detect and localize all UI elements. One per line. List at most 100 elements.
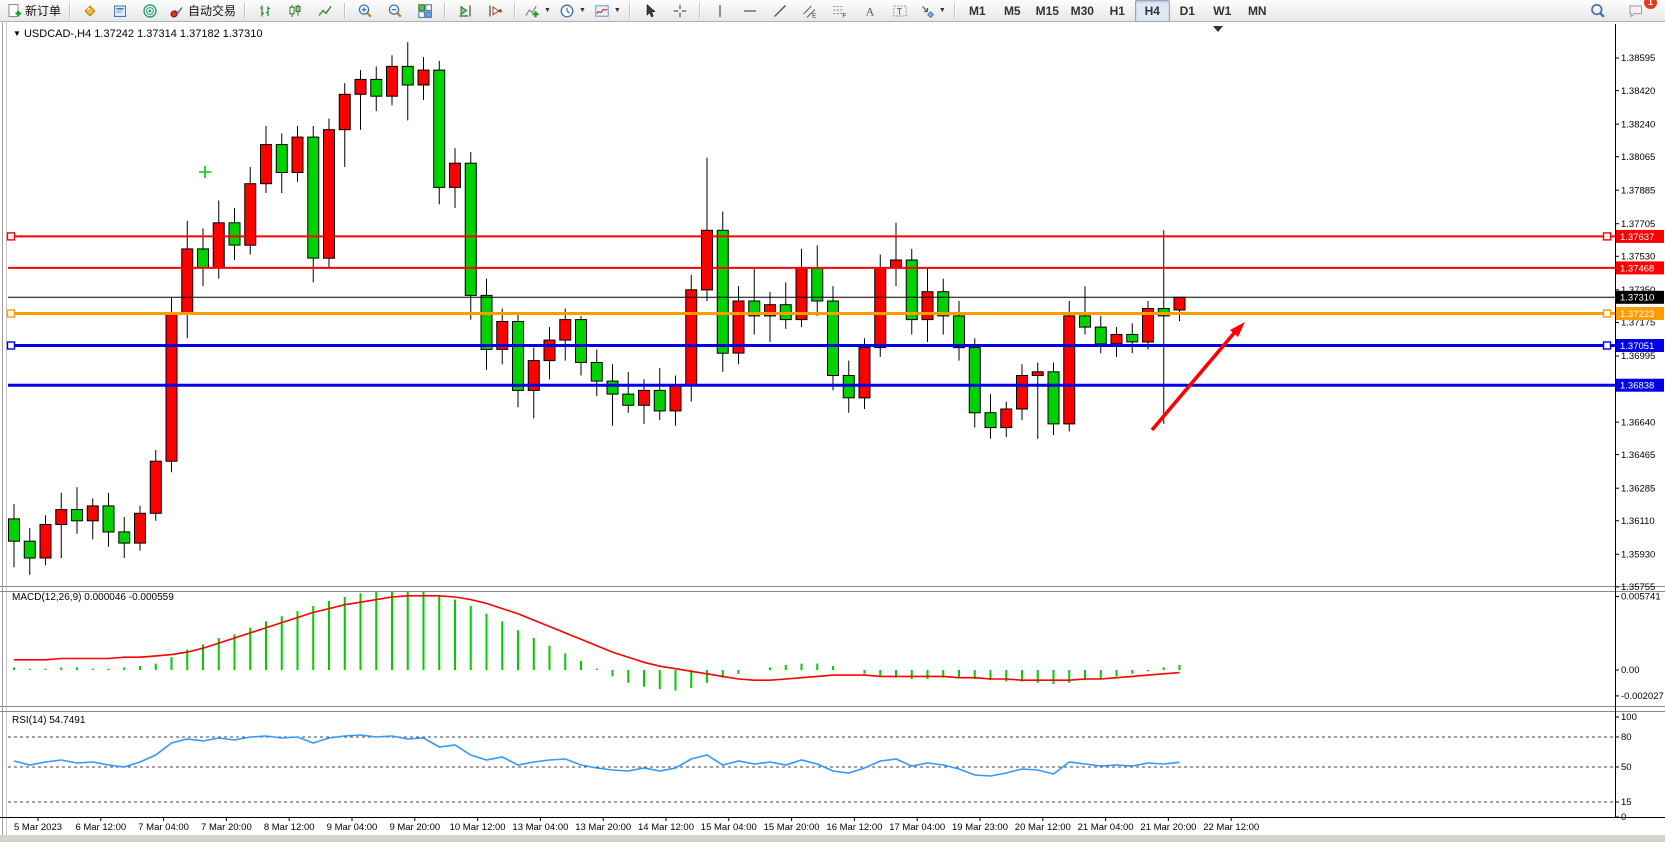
- auto-scroll-button[interactable]: [450, 0, 480, 22]
- price-axis-scale[interactable]: 1.38595 1.38420 1.38240 1.38065 1.37885 1.377…: [1615, 24, 1664, 823]
- svg-text:5 Mar 2023: 5 Mar 2023: [14, 822, 62, 833]
- vline-icon: [719, 4, 721, 17]
- strategy-tester-button[interactable]: [135, 0, 165, 22]
- gold-diamond-icon: [84, 4, 96, 17]
- pane-separators[interactable]: [0, 586, 1665, 712]
- rsi-indicator-label: RSI(14) 54.7491: [12, 715, 86, 726]
- svg-text:15 Mar 04:00: 15 Mar 04:00: [701, 822, 757, 833]
- timeframe-m5[interactable]: M5: [1003, 3, 1021, 18]
- svg-text:9 Mar 20:00: 9 Mar 20:00: [389, 822, 440, 833]
- chevron-down-icon: ▼: [938, 7, 946, 14]
- line-handle[interactable]: [6, 341, 16, 350]
- candlestick-chart-button[interactable]: [280, 0, 310, 22]
- toolbar: 新订单 自动交易 ▼ ▼ ▼ E F A T ▼ M1 M5 M15 M30 H1 H4 D1 W1 MN 1: [0, 0, 1665, 22]
- new-order-button[interactable]: 新订单: [2, 0, 65, 22]
- equidistant-channel-button[interactable]: E: [795, 0, 825, 22]
- toolbar-separator: [514, 3, 517, 18]
- fibonacci-button[interactable]: F: [825, 0, 855, 22]
- line-chart-button[interactable]: [310, 0, 340, 22]
- line-handle[interactable]: [1602, 309, 1612, 318]
- svg-text:21 Mar 04:00: 21 Mar 04:00: [1078, 822, 1134, 833]
- svg-text:1.38240: 1.38240: [1621, 119, 1655, 130]
- trend-arrow-annotation[interactable]: [1150, 322, 1245, 432]
- blue-clipboard-icon: [114, 5, 127, 17]
- svg-text:80: 80: [1621, 732, 1632, 743]
- line-handle[interactable]: [1602, 232, 1612, 241]
- timeframe-m1[interactable]: M1: [968, 3, 986, 18]
- clock-icon: [560, 4, 574, 17]
- svg-text:19 Mar 23:00: 19 Mar 23:00: [952, 822, 1008, 833]
- hline-icon: [743, 9, 756, 12]
- tile-windows-button[interactable]: [410, 0, 440, 22]
- arrows-button[interactable]: ▼: [915, 0, 950, 22]
- chart-shift-icon: [489, 5, 502, 16]
- cross-marker-icon[interactable]: [199, 166, 211, 178]
- horizontal-line-button[interactable]: [735, 0, 765, 22]
- svg-text:1.37310: 1.37310: [1620, 293, 1654, 304]
- svg-text:1.36110: 1.36110: [1621, 516, 1655, 527]
- timeframe-mn[interactable]: MN: [1247, 3, 1267, 18]
- zoom-in-button[interactable]: [350, 0, 380, 22]
- templates-button[interactable]: ▼: [590, 0, 625, 22]
- label-button[interactable]: T: [885, 0, 915, 22]
- line-handle[interactable]: [1602, 341, 1612, 350]
- svg-text:0.00: 0.00: [1621, 665, 1640, 676]
- svg-text:15: 15: [1621, 797, 1632, 808]
- auto-trading-button[interactable]: 自动交易: [165, 0, 240, 22]
- svg-text:1.36995: 1.36995: [1621, 351, 1655, 362]
- svg-text:1.36285: 1.36285: [1621, 483, 1655, 494]
- periods-button[interactable]: ▼: [555, 0, 590, 22]
- svg-text:1.35755: 1.35755: [1621, 582, 1655, 593]
- bar-chart-button[interactable]: [250, 0, 280, 22]
- timeframe-m30[interactable]: M30: [1070, 3, 1094, 18]
- line-handle[interactable]: [6, 309, 16, 318]
- text-label-icon: T: [893, 5, 907, 16]
- timeframe-d1[interactable]: D1: [1179, 3, 1195, 18]
- vertical-line-button[interactable]: [705, 0, 735, 22]
- notification-badge: 1: [1644, 0, 1657, 9]
- macd-indicator-label: MACD(12,26,9) 0.000046 -0.000559: [12, 592, 174, 603]
- timeframe-h1[interactable]: H1: [1109, 3, 1125, 18]
- svg-text:21 Mar 20:00: 21 Mar 20:00: [1140, 822, 1196, 833]
- data-window-button[interactable]: [105, 0, 135, 22]
- horizontal-line-objects[interactable]: [6, 232, 1616, 387]
- svg-text:6 Mar 12:00: 6 Mar 12:00: [75, 822, 126, 833]
- chart-shift-marker-icon[interactable]: [1213, 26, 1223, 32]
- auto-scroll-icon: [459, 5, 471, 17]
- svg-text:9 Mar 04:00: 9 Mar 04:00: [327, 822, 378, 833]
- svg-text:13 Mar 20:00: 13 Mar 20:00: [575, 822, 631, 833]
- macd-pane: [13, 592, 1181, 691]
- svg-text:1.35930: 1.35930: [1621, 550, 1655, 561]
- time-axis[interactable]: [8, 818, 1615, 835]
- line-handle[interactable]: [6, 232, 16, 241]
- svg-text:20 Mar 12:00: 20 Mar 12:00: [1015, 822, 1071, 833]
- chat-icon: [1629, 5, 1642, 18]
- zoom-out-button[interactable]: [380, 0, 410, 22]
- text-button[interactable]: A: [855, 0, 885, 22]
- svg-text:1.36838: 1.36838: [1620, 381, 1654, 392]
- shapes-icon: [921, 5, 934, 18]
- market-watch-button[interactable]: [75, 0, 105, 22]
- timeframe-w1[interactable]: W1: [1213, 3, 1232, 18]
- price-axis[interactable]: [1615, 24, 1665, 818]
- svg-text:100: 100: [1621, 712, 1637, 723]
- ohlc-bars-icon: [260, 5, 271, 16]
- svg-text:1.37885: 1.37885: [1621, 185, 1655, 196]
- trendline-button[interactable]: [765, 0, 795, 22]
- window-frame: [0, 22, 1665, 842]
- cursor-button[interactable]: [635, 0, 665, 22]
- search-button[interactable]: [1583, 0, 1613, 22]
- doc-plus-icon: [8, 3, 21, 17]
- notifications-button[interactable]: 1: [1621, 0, 1657, 22]
- timeframe-h4[interactable]: H4: [1134, 0, 1170, 22]
- channel-icon: E: [802, 5, 817, 19]
- svg-text:1.36640: 1.36640: [1621, 417, 1655, 428]
- crosshair-button[interactable]: [665, 0, 695, 22]
- indicators-button[interactable]: ▼: [520, 0, 555, 22]
- toolbar-separator: [344, 3, 347, 18]
- symbol-dropdown-icon[interactable]: ▼: [13, 29, 21, 38]
- chart-shift-button[interactable]: [480, 0, 510, 22]
- timeframe-m15[interactable]: M15: [1035, 3, 1059, 18]
- time-axis-scale[interactable]: 5 Mar 2023 6 Mar 12:00 7 Mar 04:00 7 Mar 20…: [0, 817, 1665, 834]
